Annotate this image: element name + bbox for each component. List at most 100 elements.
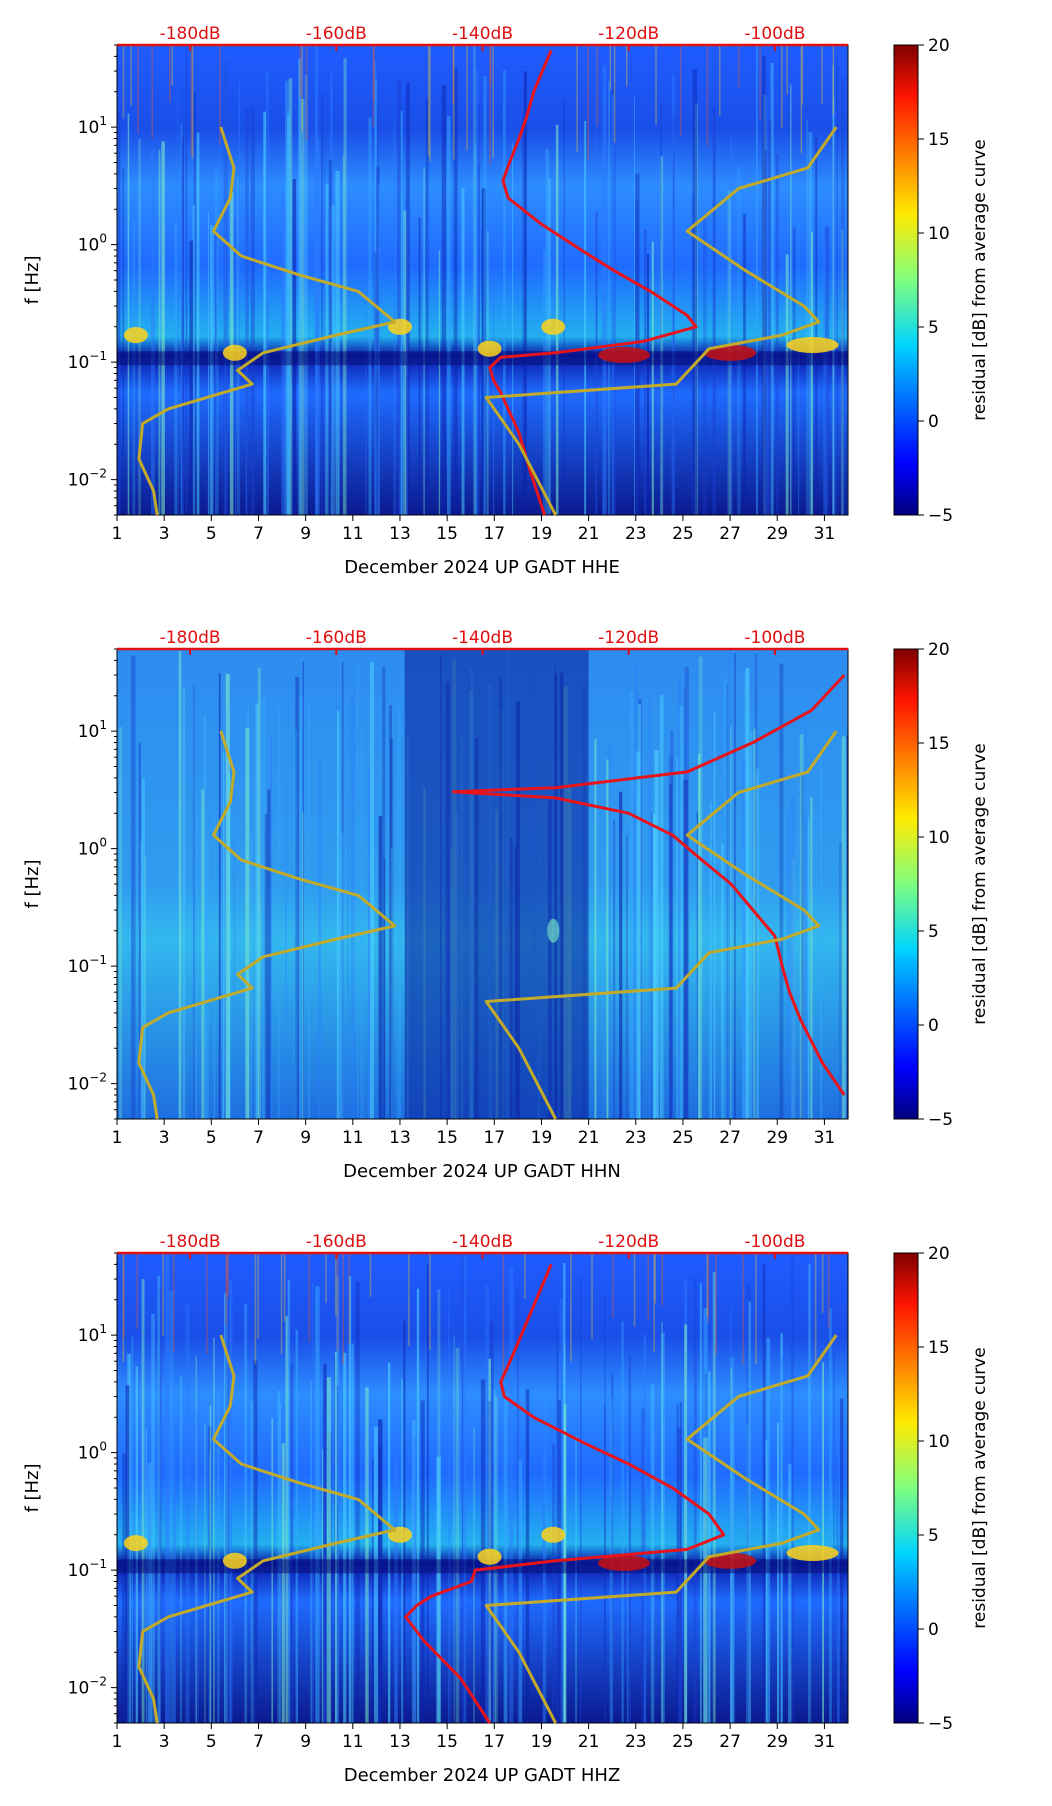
x-tick-label: 15	[436, 1128, 458, 1148]
db-tick-label: -140dB	[452, 1232, 513, 1252]
x-tick-label: 21	[578, 1128, 600, 1148]
x-tick-label: 11	[342, 1732, 364, 1752]
x-tick-label: 25	[672, 1732, 694, 1752]
y-axis-3: 10−2 10−1 100 101	[68, 1252, 117, 1724]
x-tick-label: 15	[436, 524, 458, 544]
colorbar-tick-label: −5	[928, 1714, 953, 1734]
colorbar-tick-label: 20	[928, 640, 950, 660]
x-tick-label: 19	[531, 1732, 553, 1752]
x-axis-2: 1 3 5 7 9 11 13 15 17 19 21 23 25 27 29 31	[112, 1119, 836, 1148]
x-tick-label: 21	[578, 524, 600, 544]
curve-olive-high	[484, 1334, 838, 1724]
colorbar-tick-label: 5	[928, 1526, 939, 1546]
x-tick-label: 31	[814, 1128, 836, 1148]
x-tick-label: 15	[436, 1732, 458, 1752]
db-tick-label: -120dB	[598, 628, 659, 648]
db-tick-label: -180dB	[160, 628, 221, 648]
panel-3: 1 3 5 7 9 11 13 15 17 19 21 23 25 27 29 31 10−210−11001…	[22, 1232, 849, 1786]
x-tick-label: 1	[112, 524, 123, 544]
y-tick-label: 10−1	[68, 349, 107, 373]
colorbar-label-2: residual [dB] from average curve	[970, 743, 990, 1024]
x-tick-label: 1	[112, 1128, 123, 1148]
x-tick-label: 31	[814, 1732, 836, 1752]
curves-3	[137, 1263, 838, 1724]
x-tick-label: 7	[253, 524, 264, 544]
y-tick-label: 100	[78, 232, 107, 256]
y-tick-label: 101	[78, 1322, 107, 1346]
x-tick-label: 29	[766, 524, 788, 544]
db-axis-1: -180dB -160dB -140dB -120dB -100dB	[117, 24, 848, 51]
x-axis-label-2: December 2024 UP GADT HHN	[343, 1161, 621, 1182]
x-tick-label: 23	[625, 1128, 647, 1148]
db-tick-label: -100dB	[744, 24, 805, 44]
y-tick-label: 10−2	[68, 1071, 107, 1095]
x-tick-label: 3	[159, 1128, 170, 1148]
db-tick-label: -120dB	[598, 1232, 659, 1252]
y-tick-label: 101	[78, 114, 107, 138]
db-axis-3: -180dB -160dB -140dB -120dB -100dB	[117, 1232, 848, 1259]
x-tick-label: 19	[531, 524, 553, 544]
curve-red	[404, 1263, 726, 1724]
y-axis-1: 10−2 10−1 100 101	[68, 44, 117, 516]
colorbar-tick-label: 0	[928, 1620, 939, 1640]
x-tick-label: 21	[578, 1732, 600, 1752]
x-tick-label: 5	[206, 1732, 217, 1752]
x-tick-label: 17	[483, 1732, 505, 1752]
x-tick-label: 1	[112, 1732, 123, 1752]
x-tick-label: 13	[389, 1732, 411, 1752]
x-tick-label: 23	[625, 524, 647, 544]
db-tick-label: -120dB	[598, 24, 659, 44]
x-tick-label: 19	[531, 1128, 553, 1148]
colorbar-tick-label: 5	[928, 922, 939, 942]
colorbar-tick-label: 15	[928, 1338, 950, 1358]
db-tick-label: -180dB	[160, 24, 221, 44]
curve-olive-low	[137, 1334, 397, 1724]
spectrogram-1	[117, 45, 848, 516]
y-axis-2: 10−2 10−1 100 101	[68, 648, 117, 1120]
colorbar-tick-label: −5	[928, 1110, 953, 1130]
x-tick-label: 11	[342, 1128, 364, 1148]
colorbar-1: −5 0 5 10 15 20 residual [dB] from average cu…	[893, 36, 990, 526]
colorbar-tick-label: −5	[928, 506, 953, 526]
x-tick-label: 3	[159, 524, 170, 544]
x-tick-label: 27	[719, 1732, 741, 1752]
x-tick-label: 3	[159, 1732, 170, 1752]
colorbar-tick-label: 15	[928, 130, 950, 150]
curve-olive-high	[484, 730, 838, 1120]
x-tick-label: 17	[483, 1128, 505, 1148]
spectrogram-2	[117, 649, 849, 1119]
y-tick-label: 101	[78, 718, 107, 742]
y-tick-label: 10−1	[68, 953, 107, 977]
curve-red	[451, 674, 846, 1096]
x-tick-label: 31	[814, 524, 836, 544]
db-axis-2: -180dB -160dB -140dB -120dB -100dB	[117, 628, 848, 655]
db-tick-label: -140dB	[452, 24, 513, 44]
colorbar-tick-label: 10	[928, 828, 950, 848]
curves-2	[137, 674, 846, 1120]
colorbar-3: −5 0 5 10 15 20 residual [dB] from average cu…	[893, 1244, 990, 1734]
db-tick-label: -180dB	[160, 1232, 221, 1252]
y-axis-label-2: f [Hz]	[22, 859, 43, 908]
colorbar-tick-label: 15	[928, 734, 950, 754]
x-tick-label: 7	[253, 1732, 264, 1752]
db-tick-label: -160dB	[306, 1232, 367, 1252]
colorbar-tick-label: 0	[928, 1016, 939, 1036]
y-tick-label: 10−1	[68, 1557, 107, 1581]
x-tick-label: 27	[719, 1128, 741, 1148]
x-tick-label: 7	[253, 1128, 264, 1148]
db-tick-label: -160dB	[306, 24, 367, 44]
colorbar-tick-label: 10	[928, 224, 950, 244]
spectrogram-3	[117, 1253, 848, 1723]
colorbar-tick-label: 0	[928, 412, 939, 432]
curve-olive-low	[137, 126, 397, 516]
x-tick-label: 17	[483, 524, 505, 544]
y-tick-label: 100	[78, 836, 107, 860]
colorbar-tick-label: 10	[928, 1432, 950, 1452]
y-tick-label: 100	[78, 1440, 107, 1464]
curve-olive-high	[484, 126, 838, 516]
curves-1	[137, 49, 838, 516]
db-tick-label: -100dB	[744, 628, 805, 648]
x-tick-label: 23	[625, 1732, 647, 1752]
x-tick-label: 29	[766, 1128, 788, 1148]
